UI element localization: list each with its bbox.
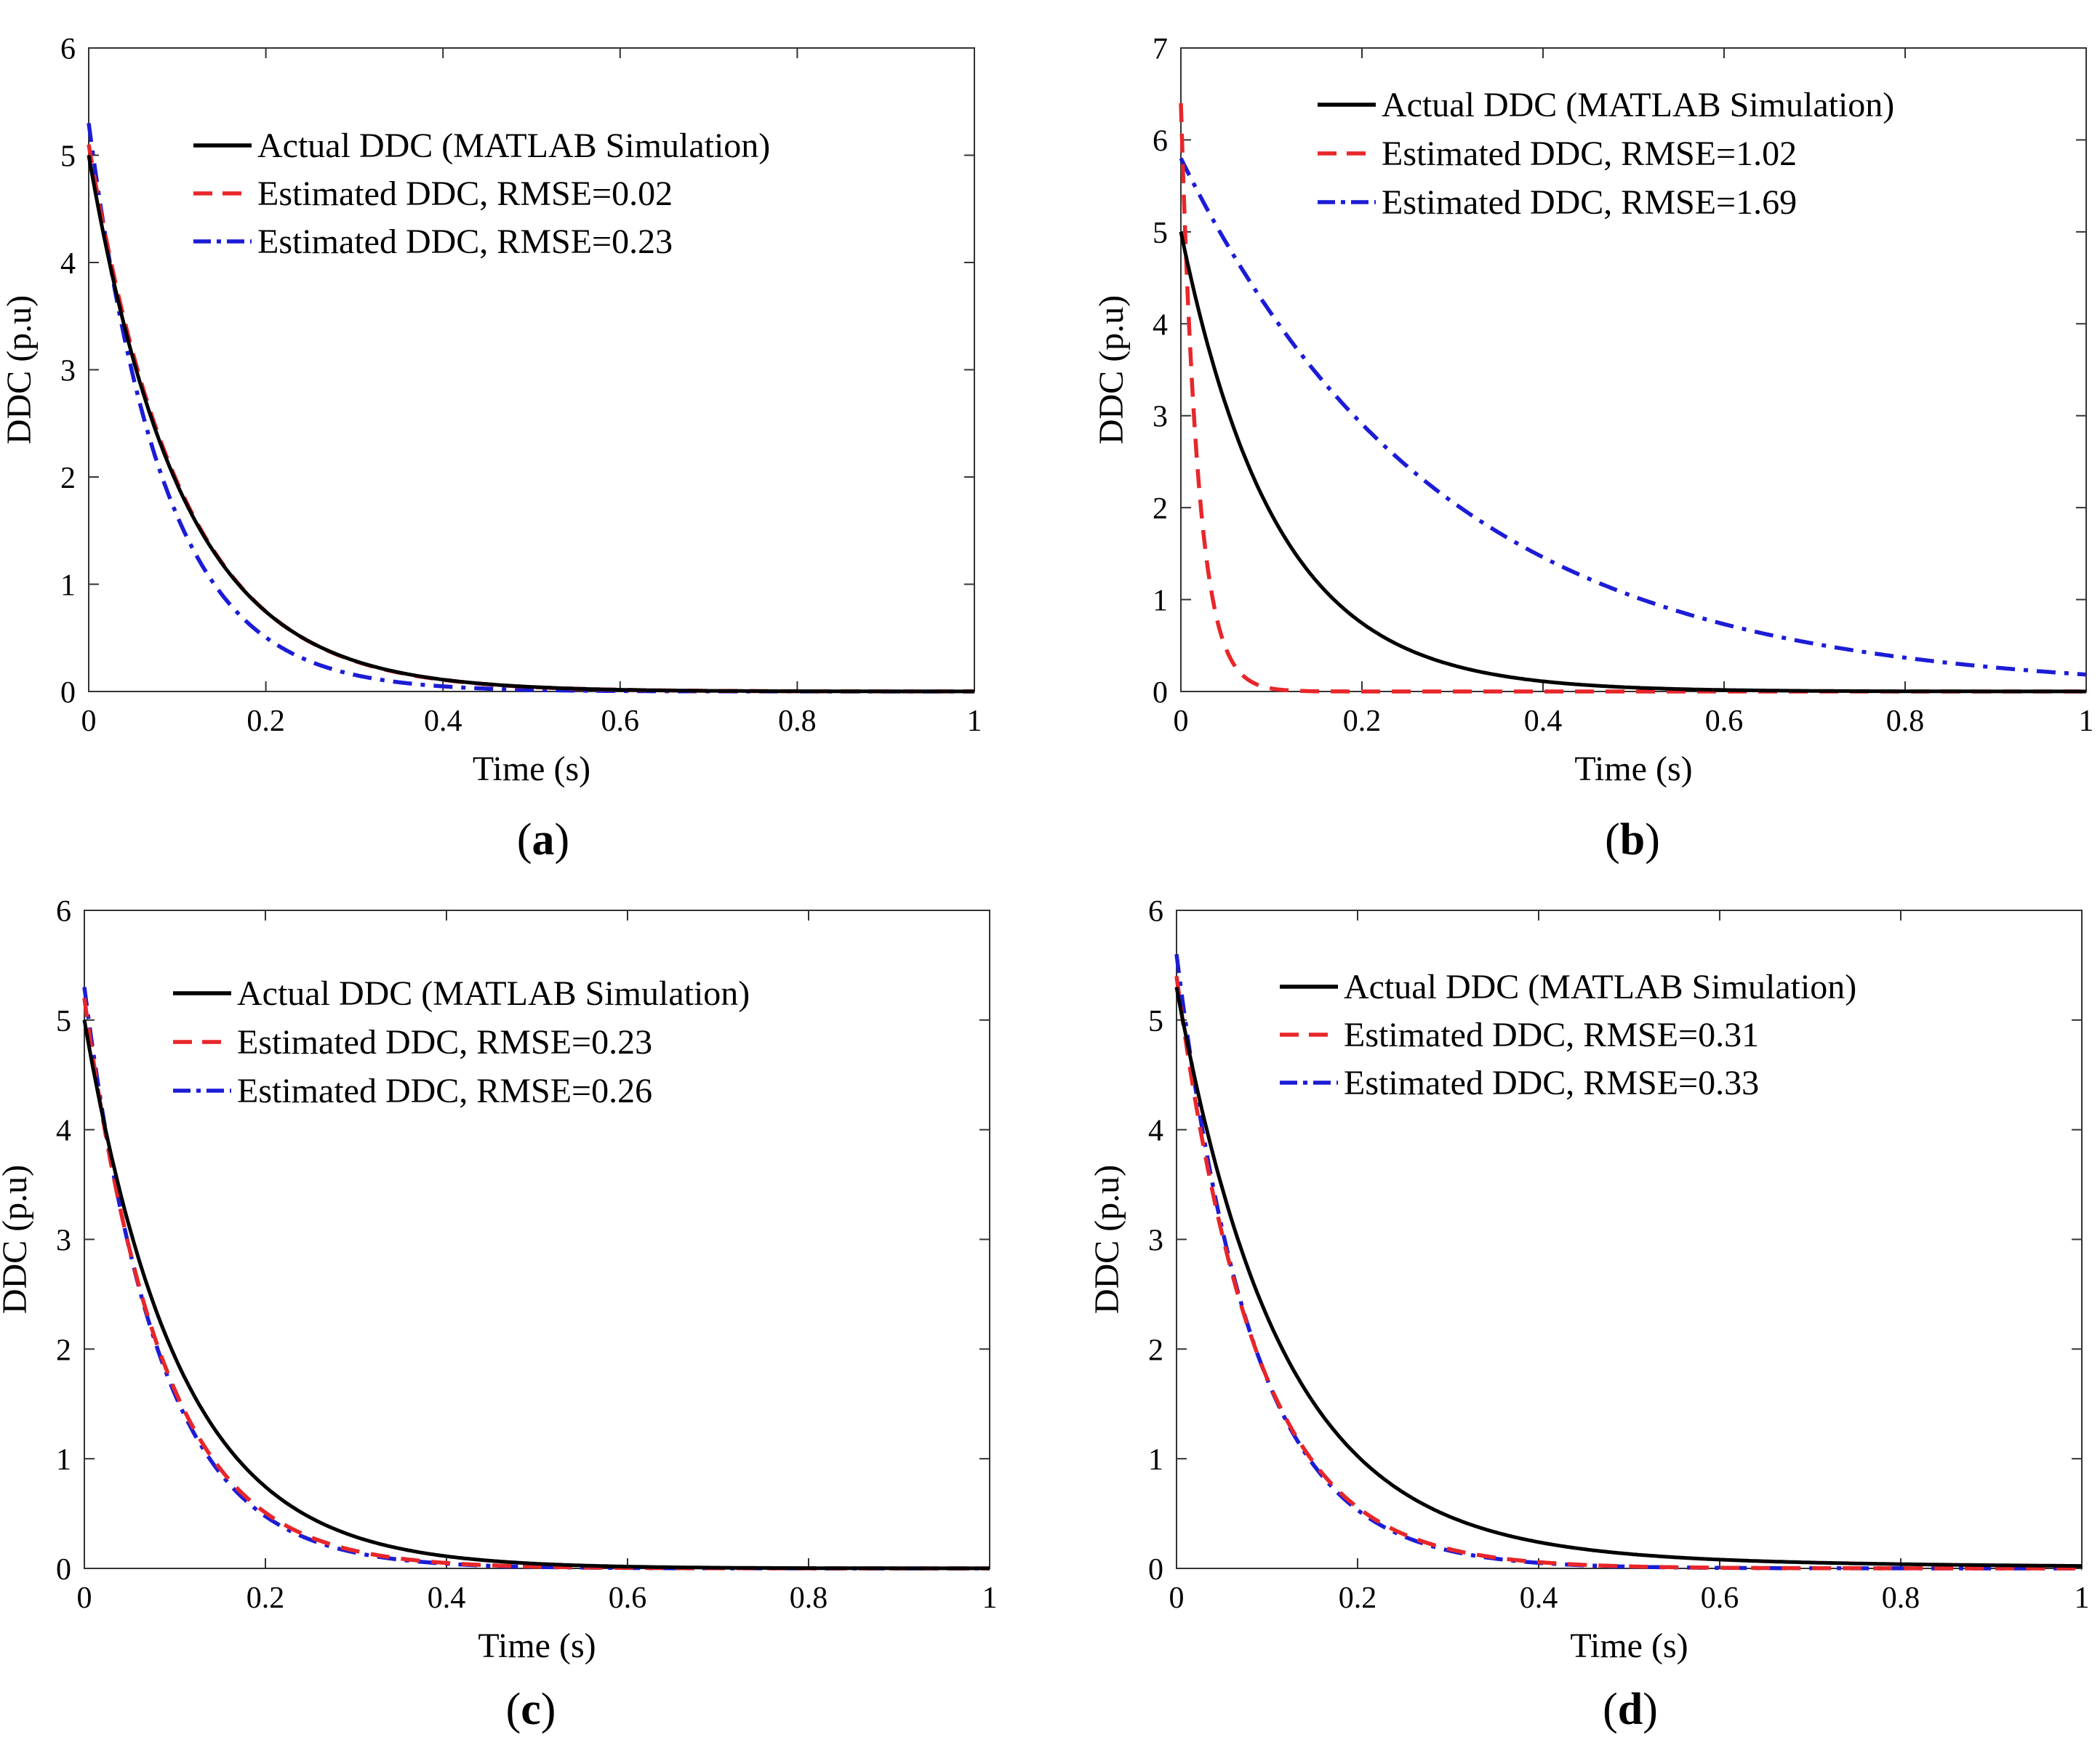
x-tick-label: 0.2 — [247, 705, 285, 738]
legend-label-2: Estimated DDC, RMSE=1.02 — [1382, 135, 1797, 173]
series-line-3 — [87, 122, 974, 694]
y-tick-label: 4 — [60, 247, 76, 281]
x-tick-label: 0.2 — [1339, 1581, 1377, 1615]
y-axis-label: DDC (p.u) — [1092, 295, 1131, 444]
legend-label-2: Estimated DDC, RMSE=0.31 — [1344, 1016, 1759, 1054]
x-tick-label: 0 — [1174, 705, 1189, 738]
y-tick-label: 3 — [1148, 1224, 1163, 1258]
series-line-1 — [1179, 231, 2086, 694]
legend-label-1: Actual DDC (MATLAB Simulation) — [1344, 968, 1856, 1006]
y-tick-label: 0 — [1153, 676, 1168, 710]
x-tick-label: 0.4 — [1520, 1581, 1558, 1615]
x-tick-label: 0.4 — [424, 705, 462, 738]
y-tick-label: 4 — [1153, 308, 1168, 342]
x-tick-label: 0 — [1169, 1581, 1185, 1615]
y-axis-label: DDC (p.u) — [1088, 1165, 1126, 1314]
y-tick-label: 1 — [60, 569, 76, 603]
series-line-2 — [1179, 103, 2086, 694]
x-tick-label: 0.4 — [428, 1581, 466, 1615]
panel-a: 0 0.2 0.4 0.6 0.8 1 0 1 2 3 4 5 6 Time (s) DDC (p.u) Ac… — [0, 33, 982, 865]
y-tick-label: 5 — [60, 140, 76, 174]
x-tick-label: 0.8 — [1882, 1581, 1920, 1615]
y-tick-label: 6 — [60, 33, 76, 66]
x-tick-label: 1 — [982, 1581, 998, 1615]
y-tick-label: 2 — [1148, 1334, 1163, 1367]
panel-label: (c) — [506, 1685, 556, 1734]
x-tick-label: 0.2 — [1343, 705, 1382, 738]
x-tick-label: 1 — [2075, 1581, 2090, 1615]
y-tick-label: 6 — [1148, 895, 1163, 929]
legend-label-3: Estimated DDC, RMSE=0.26 — [237, 1072, 652, 1110]
y-tick-label: 4 — [1148, 1115, 1163, 1148]
panel-b: 0 0.2 0.4 0.6 0.8 1 0 1 2 3 4 5 6 7 Time (s) DDC (p.u) A… — [1092, 33, 2094, 865]
panel-d: 0 0.2 0.4 0.6 0.8 1 0 1 2 3 4 5 6 Time (s) DDC (p.u) Ac… — [1088, 895, 2090, 1734]
panel-label: (d) — [1603, 1685, 1658, 1734]
legend-label-3: Estimated DDC, RMSE=1.69 — [1382, 183, 1797, 222]
y-tick-label: 4 — [56, 1115, 71, 1148]
x-tick-label: 0.2 — [247, 1581, 285, 1615]
series-line-1 — [1174, 987, 2082, 1568]
x-tick-label: 0.6 — [1701, 1581, 1739, 1615]
y-tick-label: 1 — [1153, 585, 1168, 618]
y-axis-label: DDC (p.u) — [0, 295, 39, 444]
x-tick-label: 0 — [81, 705, 97, 738]
x-axis-label: Time (s) — [1570, 1627, 1688, 1665]
y-tick-label: 3 — [1153, 401, 1168, 434]
series-line-3 — [1179, 157, 2087, 677]
legend-label-1: Actual DDC (MATLAB Simulation) — [257, 127, 770, 165]
plot-frame — [1176, 910, 2083, 1569]
y-tick-label: 3 — [60, 355, 76, 388]
legend-label-1: Actual DDC (MATLAB Simulation) — [1382, 86, 1894, 124]
y-tick-label: 2 — [60, 462, 76, 495]
series-line-1 — [82, 1019, 990, 1571]
y-tick-label: 7 — [1153, 33, 1168, 66]
panel-c: 0 0.2 0.4 0.6 0.8 1 0 1 2 3 4 5 6 Time (s) DDC (p.u) Ac… — [0, 895, 998, 1734]
x-tick-label: 1 — [2079, 705, 2094, 738]
legend-label-3: Estimated DDC, RMSE=0.33 — [1344, 1064, 1759, 1102]
panel-label: (a) — [517, 815, 569, 865]
x-tick-label: 0.8 — [778, 705, 817, 738]
series-line-2 — [1174, 976, 2082, 1571]
x-tick-label: 1 — [967, 705, 982, 738]
y-tick-label: 6 — [1153, 124, 1168, 158]
y-tick-label: 5 — [1153, 217, 1168, 250]
x-tick-label: 0.6 — [1705, 705, 1744, 738]
legend-label-3: Estimated DDC, RMSE=0.23 — [257, 222, 673, 261]
y-tick-label: 0 — [56, 1553, 71, 1587]
series-line-1 — [87, 155, 974, 694]
y-tick-label: 5 — [56, 1005, 71, 1038]
y-tick-label: 3 — [56, 1224, 71, 1258]
x-axis-label: Time (s) — [1574, 750, 1692, 788]
y-tick-label: 6 — [56, 895, 71, 929]
x-axis-label: Time (s) — [478, 1627, 596, 1665]
x-tick-label: 0.6 — [609, 1581, 647, 1615]
x-axis-label: Time (s) — [473, 750, 590, 788]
plot-frame — [1180, 47, 2087, 692]
y-tick-label: 1 — [1148, 1443, 1163, 1477]
y-axis-label: DDC (p.u) — [0, 1165, 34, 1314]
y-tick-label: 5 — [1148, 1005, 1163, 1038]
x-tick-label: 0.4 — [1524, 705, 1563, 738]
y-tick-label: 0 — [60, 676, 76, 710]
x-tick-label: 0.8 — [790, 1581, 828, 1615]
x-tick-label: 0.6 — [601, 705, 640, 738]
legend-label-2: Estimated DDC, RMSE=0.02 — [257, 175, 673, 213]
legend-label-1: Actual DDC (MATLAB Simulation) — [237, 974, 750, 1013]
y-tick-label: 1 — [56, 1443, 71, 1477]
legend-label-2: Estimated DDC, RMSE=0.23 — [237, 1023, 652, 1062]
x-tick-label: 0.8 — [1886, 705, 1925, 738]
panel-label: (b) — [1605, 815, 1660, 865]
x-tick-label: 0 — [77, 1581, 92, 1615]
y-tick-label: 0 — [1148, 1553, 1163, 1587]
y-tick-label: 2 — [1153, 492, 1168, 526]
y-tick-label: 2 — [56, 1334, 71, 1367]
